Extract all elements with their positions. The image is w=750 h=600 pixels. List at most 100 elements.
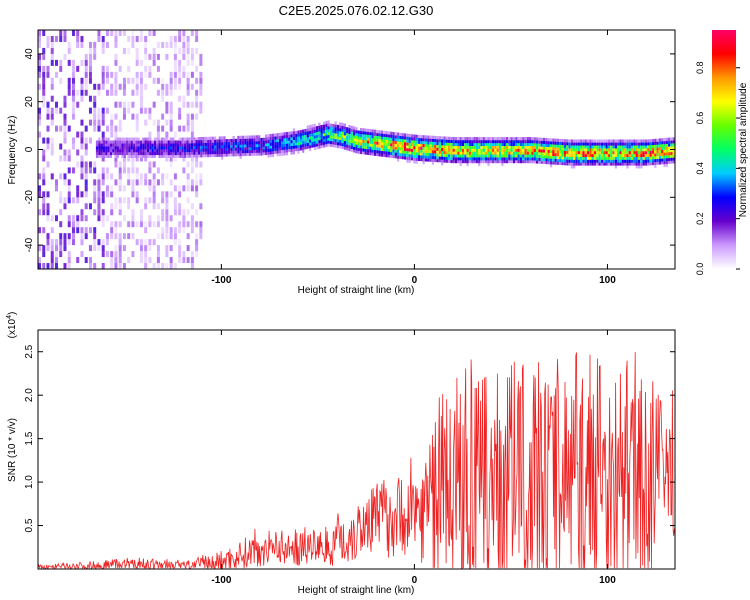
ridge-cell bbox=[482, 160, 485, 164]
ridge-cell bbox=[290, 139, 293, 144]
ridge-cell bbox=[211, 150, 214, 155]
ridge-cell bbox=[612, 145, 615, 149]
ridge-cell bbox=[575, 162, 578, 166]
noise-cell bbox=[169, 83, 173, 90]
ridge-cell bbox=[292, 136, 295, 141]
ridge-cell bbox=[295, 148, 298, 152]
ridge-cell bbox=[107, 137, 110, 141]
ridge-cell bbox=[253, 138, 256, 142]
ridge-cell bbox=[350, 125, 353, 129]
noise-cell bbox=[182, 209, 186, 216]
ridge-cell bbox=[434, 158, 437, 163]
noise-cell bbox=[101, 215, 105, 222]
noise-cell bbox=[50, 53, 54, 60]
snr-scale-prefix: (x10 bbox=[7, 318, 18, 338]
noise-cell bbox=[80, 95, 84, 102]
noise-cell bbox=[186, 47, 190, 54]
ridge-cell bbox=[478, 162, 481, 167]
ridge-cell bbox=[452, 154, 455, 158]
ridge-cell bbox=[617, 142, 620, 146]
noise-cell bbox=[38, 53, 41, 60]
noise-cell bbox=[131, 191, 135, 198]
ridge-cell bbox=[146, 149, 150, 153]
ridge-cell bbox=[332, 144, 335, 148]
ridge-cell bbox=[343, 129, 346, 133]
ridge-cell bbox=[434, 155, 437, 160]
ridge-cell bbox=[269, 142, 272, 146]
noise-cell bbox=[186, 209, 190, 216]
ridge-cell bbox=[431, 138, 434, 142]
ridge-cell bbox=[628, 145, 631, 149]
ridge-cell bbox=[545, 140, 548, 145]
ridge-cell bbox=[584, 148, 587, 152]
ridge-cell bbox=[239, 153, 242, 157]
ridge-cell bbox=[651, 144, 655, 148]
ridge-cell bbox=[285, 140, 289, 144]
ridge-cell bbox=[350, 131, 353, 135]
noise-cell bbox=[88, 137, 92, 144]
ridge-cell bbox=[635, 150, 638, 155]
ridge-cell bbox=[526, 157, 529, 161]
ridge-cell bbox=[607, 162, 611, 166]
noise-cell bbox=[80, 209, 84, 216]
ridge-cell bbox=[533, 160, 536, 164]
ridge-cell bbox=[626, 145, 629, 149]
ridge-cell bbox=[339, 145, 342, 149]
ridge-cell bbox=[346, 138, 349, 142]
ridge-cell bbox=[589, 142, 592, 146]
ridge-cell bbox=[197, 148, 201, 152]
ridge-cell bbox=[570, 139, 573, 143]
ridge-cell bbox=[327, 128, 330, 133]
ridge-cell bbox=[542, 152, 546, 156]
ridge-cell bbox=[614, 139, 617, 143]
ridge-cell bbox=[559, 144, 562, 148]
noise-cell bbox=[105, 77, 109, 84]
noise-cell bbox=[38, 257, 41, 264]
noise-cell bbox=[173, 155, 177, 162]
noise-cell bbox=[76, 227, 80, 234]
ridge-cell bbox=[322, 130, 326, 134]
ridge-cell bbox=[132, 137, 136, 141]
ridge-cell bbox=[232, 136, 235, 140]
ridge-cell bbox=[225, 147, 228, 151]
ridge-cell bbox=[589, 159, 592, 163]
ridge-cell bbox=[239, 141, 242, 145]
ridge-cell bbox=[492, 139, 495, 144]
noise-cell bbox=[118, 161, 122, 168]
ridge-cell bbox=[299, 141, 302, 145]
ridge-cell bbox=[283, 135, 286, 139]
ridge-cell bbox=[649, 162, 652, 166]
ridge-cell bbox=[654, 150, 657, 154]
noise-cell bbox=[131, 30, 135, 36]
ridge-cell bbox=[628, 162, 631, 166]
noise-cell bbox=[42, 71, 46, 78]
ridge-cell bbox=[253, 135, 256, 139]
ridge-cell bbox=[663, 143, 666, 147]
ridge-cell bbox=[621, 139, 624, 143]
noise-cell bbox=[88, 263, 92, 269]
noise-cell bbox=[105, 30, 109, 36]
ridge-cell bbox=[549, 149, 553, 153]
noise-cell bbox=[88, 119, 92, 126]
ridge-cell bbox=[227, 141, 231, 146]
ridge-cell bbox=[545, 138, 548, 142]
noise-cell bbox=[122, 47, 126, 54]
noise-cell bbox=[97, 185, 101, 192]
ridge-cell bbox=[633, 145, 636, 149]
noise-cell bbox=[80, 137, 84, 144]
ridge-cell bbox=[271, 142, 275, 146]
ridge-cell bbox=[392, 154, 395, 159]
ridge-cell bbox=[438, 136, 441, 140]
noise-cell bbox=[80, 35, 84, 42]
noise-cell bbox=[84, 53, 88, 60]
ridge-cell bbox=[146, 137, 150, 141]
ridge-cell bbox=[607, 153, 611, 158]
ridge-cell bbox=[251, 152, 254, 156]
ridge-cell bbox=[496, 151, 499, 155]
ridge-cell bbox=[322, 127, 326, 131]
ridge-cell bbox=[197, 142, 201, 147]
ridge-cell bbox=[554, 141, 557, 145]
ridge-cell bbox=[292, 145, 295, 149]
ridge-cell bbox=[496, 142, 499, 147]
noise-cell bbox=[54, 125, 58, 132]
